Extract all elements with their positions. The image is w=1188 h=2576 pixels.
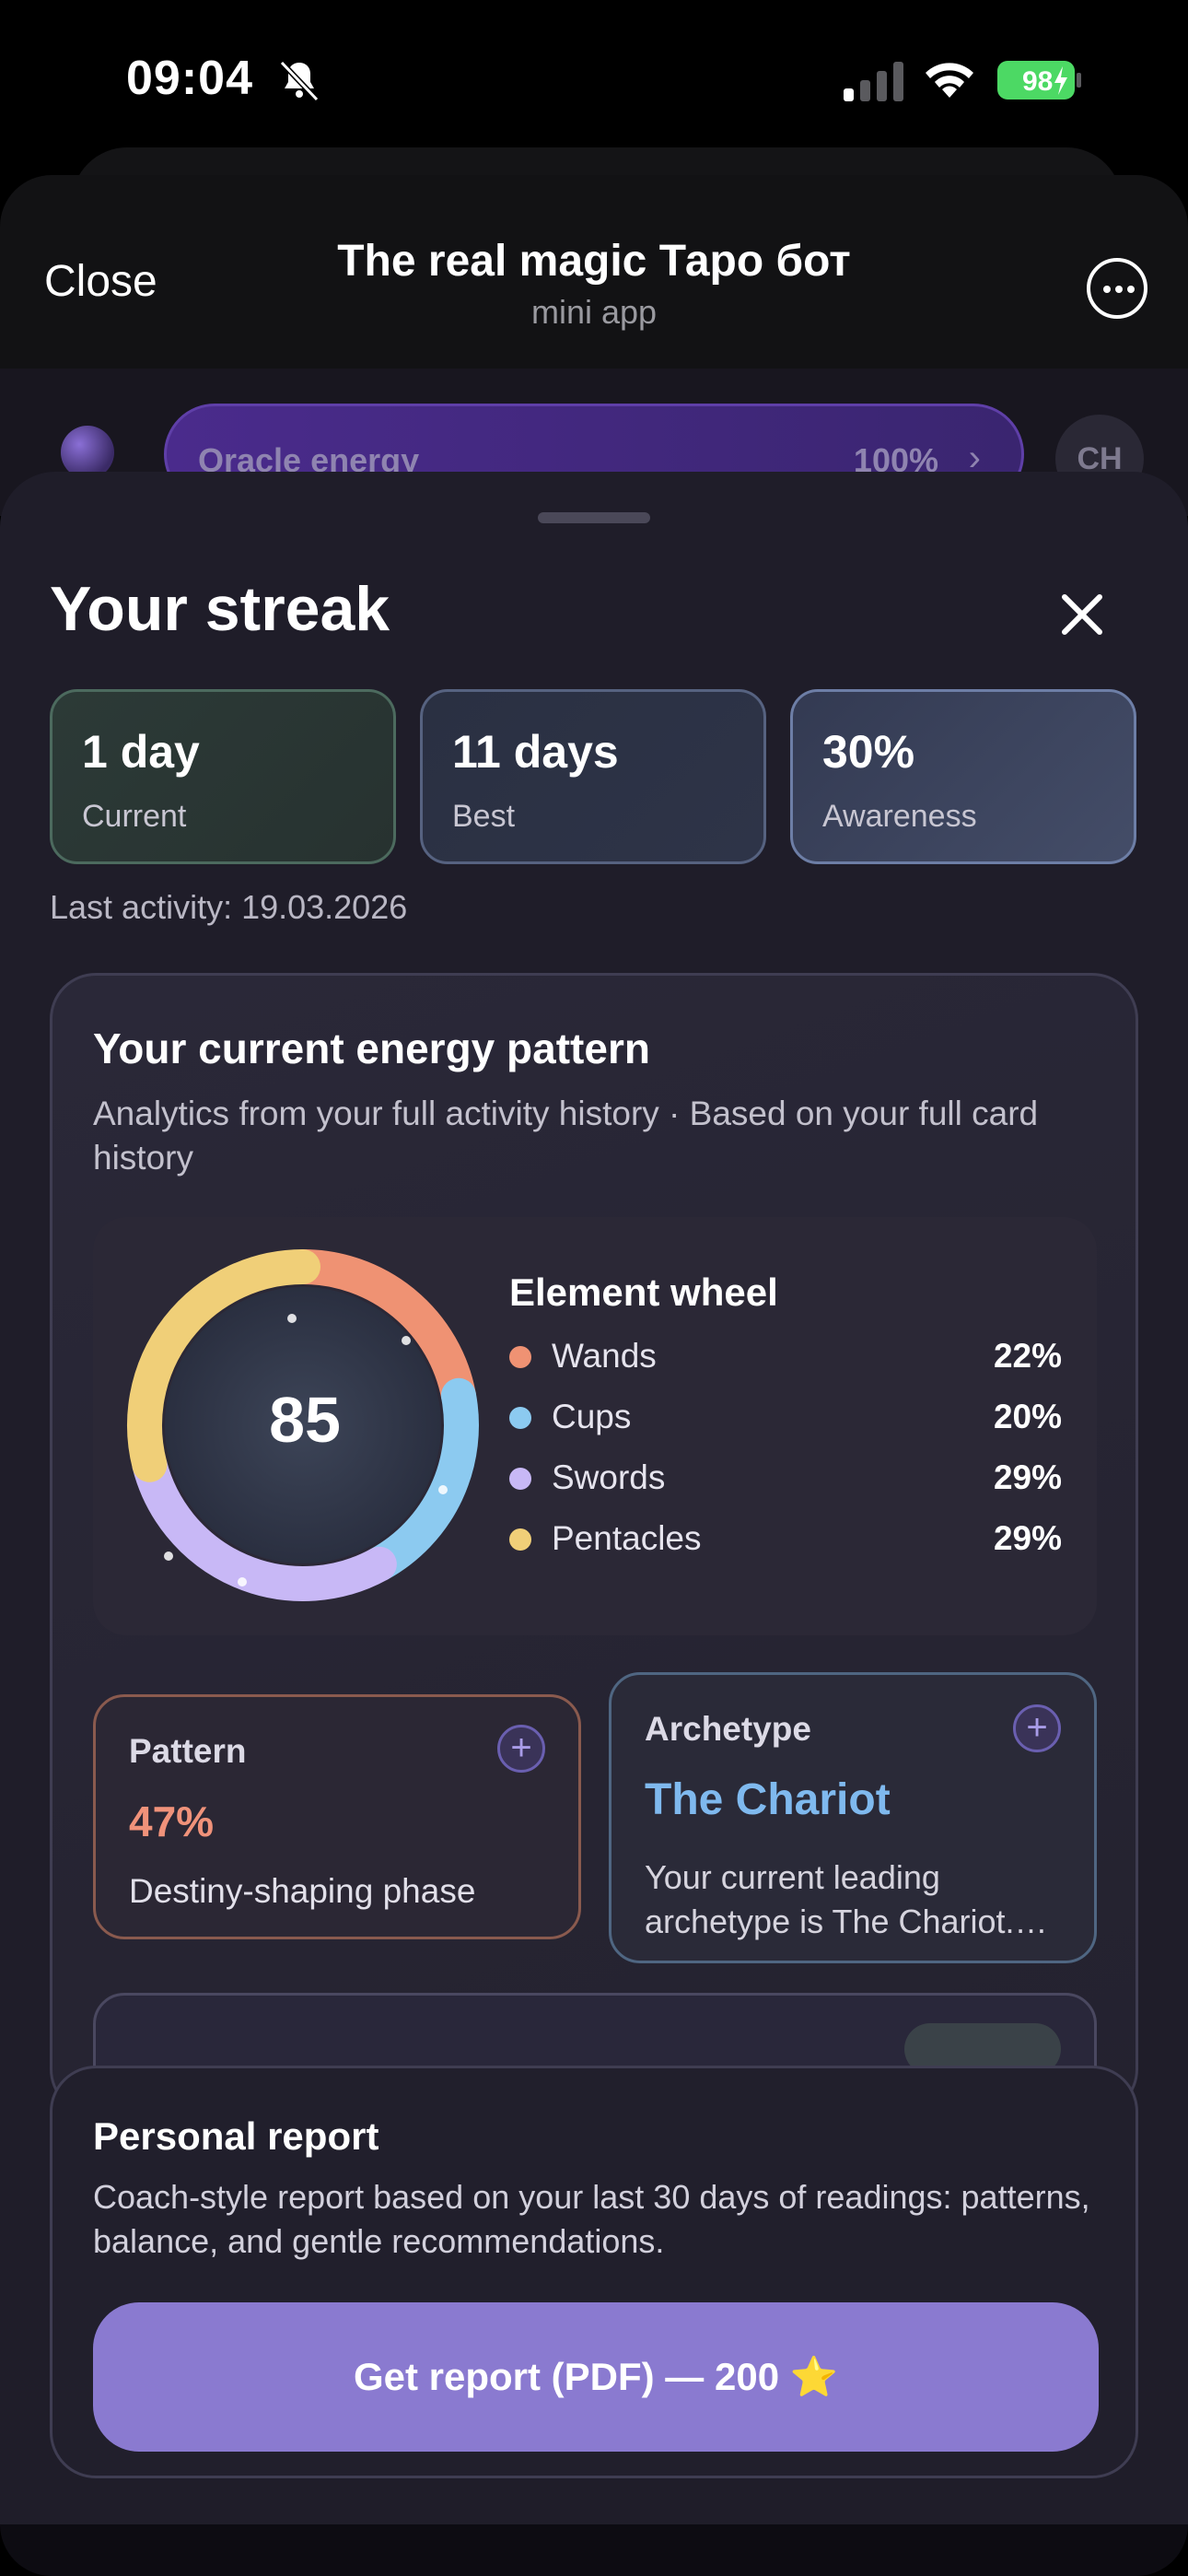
sparkle-dot — [287, 1314, 297, 1323]
wands-dot — [509, 1346, 531, 1368]
archetype-description: Your current leading archetype is The Ch… — [645, 1858, 1048, 1940]
energy-pattern-panel: Your current energy pattern Analytics fr… — [50, 973, 1138, 2115]
status-time: 09:04 — [126, 52, 253, 105]
wheel-score: 85 — [269, 1384, 341, 1456]
last-activity: Last activity: 19.03.2026 — [50, 888, 408, 926]
element-wheel-chart — [127, 1249, 479, 1601]
cups-dot — [509, 1407, 531, 1429]
report-description: Coach-style report based on your last 30… — [93, 2178, 1090, 2260]
signal-icon — [844, 62, 903, 101]
plus-icon[interactable]: + — [1013, 1704, 1061, 1752]
battery-icon: 98 — [997, 61, 1081, 100]
sparkle-dot — [438, 1485, 448, 1494]
streak-sheet: Your streak 1 day Current 11 days Best 3… — [0, 472, 1188, 2526]
panel-title: Your current energy pattern — [93, 1025, 650, 1072]
legend-name: Swords — [552, 1458, 666, 1496]
legend-item-swords: Swords 29% — [509, 1455, 1062, 1501]
orb-icon — [61, 426, 114, 479]
legend-item-cups: Cups 20% — [509, 1394, 1062, 1440]
report-title: Personal report — [93, 2114, 379, 2158]
archetype-card[interactable]: Archetype + The Chariot Your current lea… — [609, 1672, 1097, 1963]
get-report-button[interactable]: Get report (PDF) — 200 ⭐ — [93, 2302, 1099, 2452]
sheet-title: Your streak — [50, 574, 390, 644]
archetype-value: The Chariot — [645, 1775, 891, 1824]
stat-label: Current — [82, 799, 187, 834]
sheet-grabber[interactable] — [538, 512, 650, 523]
legend-pct: 22% — [993, 1337, 1062, 1375]
legend-pct: 29% — [993, 1458, 1062, 1496]
pattern-value: 47% — [129, 1797, 215, 1845]
battery-level: 98 — [1022, 66, 1053, 97]
ellipsis-circle-icon[interactable] — [1087, 258, 1147, 319]
legend-pct: 29% — [993, 1519, 1062, 1557]
stat-label: Best — [452, 799, 516, 834]
app-subtitle: mini app — [530, 293, 658, 331]
status-bar: 09:04 98 — [0, 0, 1188, 157]
sparkle-dot — [238, 1577, 247, 1587]
stat-current-streak: 1 day Current — [50, 689, 396, 864]
plus-icon[interactable]: + — [497, 1725, 545, 1773]
app-title: The real magic Таро бот — [337, 237, 851, 286]
sparkle-dot — [402, 1336, 411, 1345]
panel-subtitle: Analytics from your full activity histor… — [93, 1095, 1039, 1177]
sparkle-dot — [164, 1551, 173, 1561]
chevron-right-icon: › — [968, 438, 981, 478]
pattern-card[interactable]: Pattern + 47% Destiny-shaping phase — [93, 1694, 581, 1939]
personal-report-card: Personal report Coach-style report based… — [50, 2066, 1138, 2478]
stat-best-streak: 11 days Best — [420, 689, 766, 864]
pattern-title: Pattern — [129, 1732, 247, 1770]
wheel-title: Element wheel — [509, 1270, 778, 1314]
legend-pct: 20% — [993, 1398, 1062, 1435]
swords-dot — [509, 1468, 531, 1490]
wheel-segment-wands — [285, 1249, 476, 1413]
close-icon[interactable] — [1050, 582, 1114, 647]
close-button[interactable]: Close — [44, 257, 157, 306]
stat-value: 30% — [822, 726, 915, 778]
app-header: Close The real magic Таро бот mini app — [0, 175, 1188, 378]
legend-name: Cups — [552, 1398, 632, 1435]
legend-item-wands: Wands 22% — [509, 1333, 1062, 1379]
wheel-segment-swords — [132, 1446, 397, 1601]
legend-name: Wands — [552, 1337, 657, 1375]
pattern-description: Destiny-shaping phase — [129, 1872, 476, 1910]
stat-value: 1 day — [82, 726, 200, 778]
pentacles-dot — [509, 1528, 531, 1551]
wifi-icon — [926, 63, 973, 98]
bell-slash-icon — [279, 60, 320, 102]
element-wheel-card: 85 Element wheel Wands 22% Cups 20% Swor… — [93, 1217, 1097, 1635]
stat-label: Awareness — [822, 799, 977, 834]
wheel-segment-pentacles — [127, 1249, 320, 1482]
home-indicator-area — [0, 2524, 1188, 2576]
legend-name: Pentacles — [552, 1519, 702, 1557]
archetype-title: Archetype — [645, 1710, 811, 1748]
stat-value: 11 days — [452, 726, 619, 778]
stat-awareness: 30% Awareness — [790, 689, 1136, 864]
legend-item-pentacles: Pentacles 29% — [509, 1516, 1062, 1562]
